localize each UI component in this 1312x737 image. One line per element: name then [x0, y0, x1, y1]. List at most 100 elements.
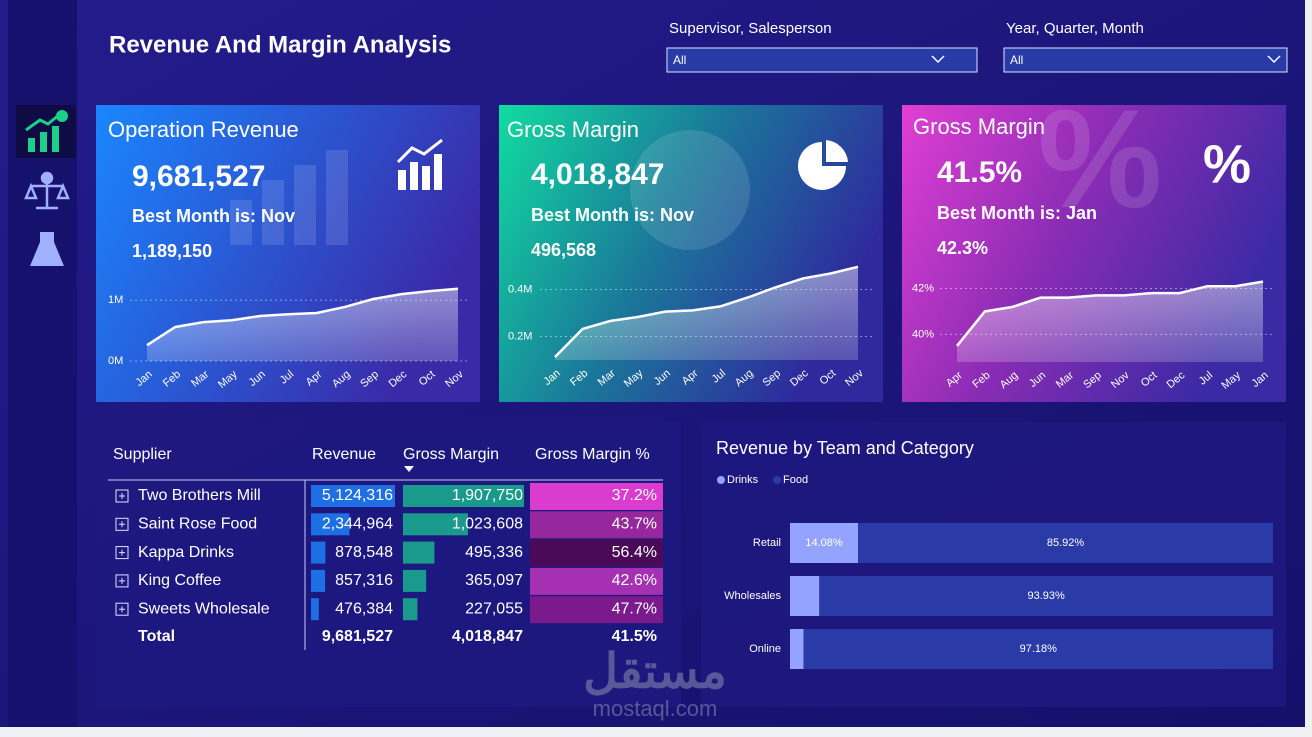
- data-label: 85.92%: [1047, 537, 1085, 549]
- bar: [790, 629, 804, 669]
- cell: 495,336: [465, 544, 523, 561]
- legend-label: Drinks: [727, 474, 759, 486]
- y-tick-label: 1M: [108, 294, 123, 306]
- line: [146, 287, 459, 347]
- line: [554, 265, 859, 358]
- expand-icon-plus: [119, 577, 125, 584]
- expand-icon[interactable]: [115, 489, 129, 503]
- cell: 227,055: [465, 600, 523, 617]
- best-month: Best Month is: Jan: [937, 203, 1097, 223]
- cell: 42.6%: [612, 572, 657, 589]
- data-bar: [311, 569, 326, 592]
- area-fill: [957, 281, 1263, 362]
- supplier-name: Sweets Wholesale: [138, 600, 270, 617]
- y-tick-label: 0.2M: [508, 330, 532, 342]
- card-icon-percent: %: [1203, 134, 1251, 194]
- data-bar: [403, 598, 418, 621]
- cell-background: [530, 567, 663, 595]
- y-tick-label: 0M: [108, 355, 123, 367]
- data-label: 97.18%: [1020, 643, 1058, 655]
- total-cell: 41.5%: [612, 628, 657, 645]
- nav-icon-balance[interactable]: [24, 171, 70, 210]
- card-value: 9,681,527: [132, 160, 265, 193]
- supplier-name: Kappa Drinks: [138, 544, 234, 561]
- column-header: Revenue: [312, 446, 376, 463]
- expand-icon[interactable]: [115, 546, 129, 560]
- y-tick-label: 42%: [912, 282, 934, 294]
- sort-indicator[interactable]: [404, 466, 414, 472]
- data-bar: [311, 513, 350, 536]
- data-label: 93.93%: [1028, 590, 1066, 602]
- expand-icon-plus: [119, 521, 125, 528]
- card-title: Gross Margin: [507, 117, 639, 142]
- cell: 857,316: [335, 572, 393, 589]
- y-tick-label: Wholesales: [724, 590, 781, 602]
- cell: 2,344,964: [322, 516, 393, 533]
- cell-background: [530, 511, 663, 539]
- data-bar: [311, 541, 326, 564]
- filter[interactable]: Year, Quarter, Month All: [1003, 20, 1288, 73]
- dropdown[interactable]: [666, 47, 978, 73]
- filter-value: All: [1010, 53, 1023, 67]
- total-label: Total: [138, 628, 175, 645]
- cell: 476,384: [335, 600, 393, 617]
- cell: 37.2%: [612, 487, 657, 504]
- data-bar: [311, 598, 319, 621]
- supplier-name: King Coffee: [138, 572, 221, 589]
- card-icon-chart: [396, 138, 443, 190]
- cell: 43.7%: [612, 516, 657, 533]
- best-value: 42.3%: [937, 238, 988, 258]
- watermark: mostaql.com: [593, 696, 718, 721]
- cell: 47.7%: [612, 600, 657, 617]
- expand-icon-plus: [119, 493, 125, 499]
- line: [956, 280, 1264, 347]
- chart-title: Revenue by Team and Category: [716, 438, 974, 458]
- bar: [858, 523, 1273, 563]
- filter-value: All: [673, 53, 686, 67]
- watermark: مستقل: [583, 646, 727, 699]
- bar: [790, 523, 859, 563]
- best-month: Best Month is: Nov: [531, 205, 694, 225]
- card-value: 4,018,847: [531, 158, 664, 191]
- bar: [819, 576, 1273, 616]
- expand-icon[interactable]: [115, 517, 129, 531]
- legend-label: Food: [783, 474, 808, 486]
- expand-icon[interactable]: [115, 602, 129, 616]
- data-label: 14.08%: [805, 537, 843, 549]
- column-header: Supplier: [113, 446, 172, 463]
- expand-icon-plus: [119, 606, 125, 613]
- nav-icon-flask[interactable]: [30, 232, 64, 266]
- bar: [803, 629, 1273, 669]
- cell: 56.4%: [612, 544, 657, 561]
- cell-background: [530, 539, 663, 567]
- cell-background: [530, 596, 663, 624]
- dropdown[interactable]: [1003, 47, 1288, 73]
- legend-marker: [773, 476, 781, 484]
- supplier-name: Saint Rose Food: [138, 516, 257, 533]
- card-bg-icons: %: [230, 80, 1162, 250]
- cell: 1,907,750: [452, 487, 523, 504]
- best-value: 496,568: [531, 240, 596, 260]
- area-fill: [147, 288, 458, 361]
- card-title: Operation Revenue: [108, 117, 299, 142]
- best-month: Best Month is: Nov: [132, 206, 295, 226]
- filter[interactable]: Supervisor, Salesperson All: [666, 20, 978, 73]
- cell: 878,548: [335, 544, 393, 561]
- supplier-name: Two Brothers Mill: [138, 487, 261, 504]
- total-cell: 9,681,527: [322, 628, 393, 645]
- best-value: 1,189,150: [132, 241, 212, 261]
- cell: 5,124,316: [322, 487, 393, 504]
- page-title: Revenue And Margin Analysis: [109, 31, 451, 58]
- column-header: Gross Margin %: [535, 446, 650, 463]
- y-tick-label: 40%: [912, 328, 934, 340]
- data-bar: [403, 541, 435, 564]
- nav-icon-chart[interactable]: [25, 110, 68, 152]
- card-icon-pie: [798, 140, 848, 190]
- legend-marker: [717, 476, 725, 484]
- expand-icon[interactable]: [115, 574, 129, 588]
- data-bar: [403, 485, 524, 507]
- cell: 365,097: [465, 572, 523, 589]
- svg-text:%: %: [1038, 80, 1162, 237]
- data-bar: [403, 513, 468, 536]
